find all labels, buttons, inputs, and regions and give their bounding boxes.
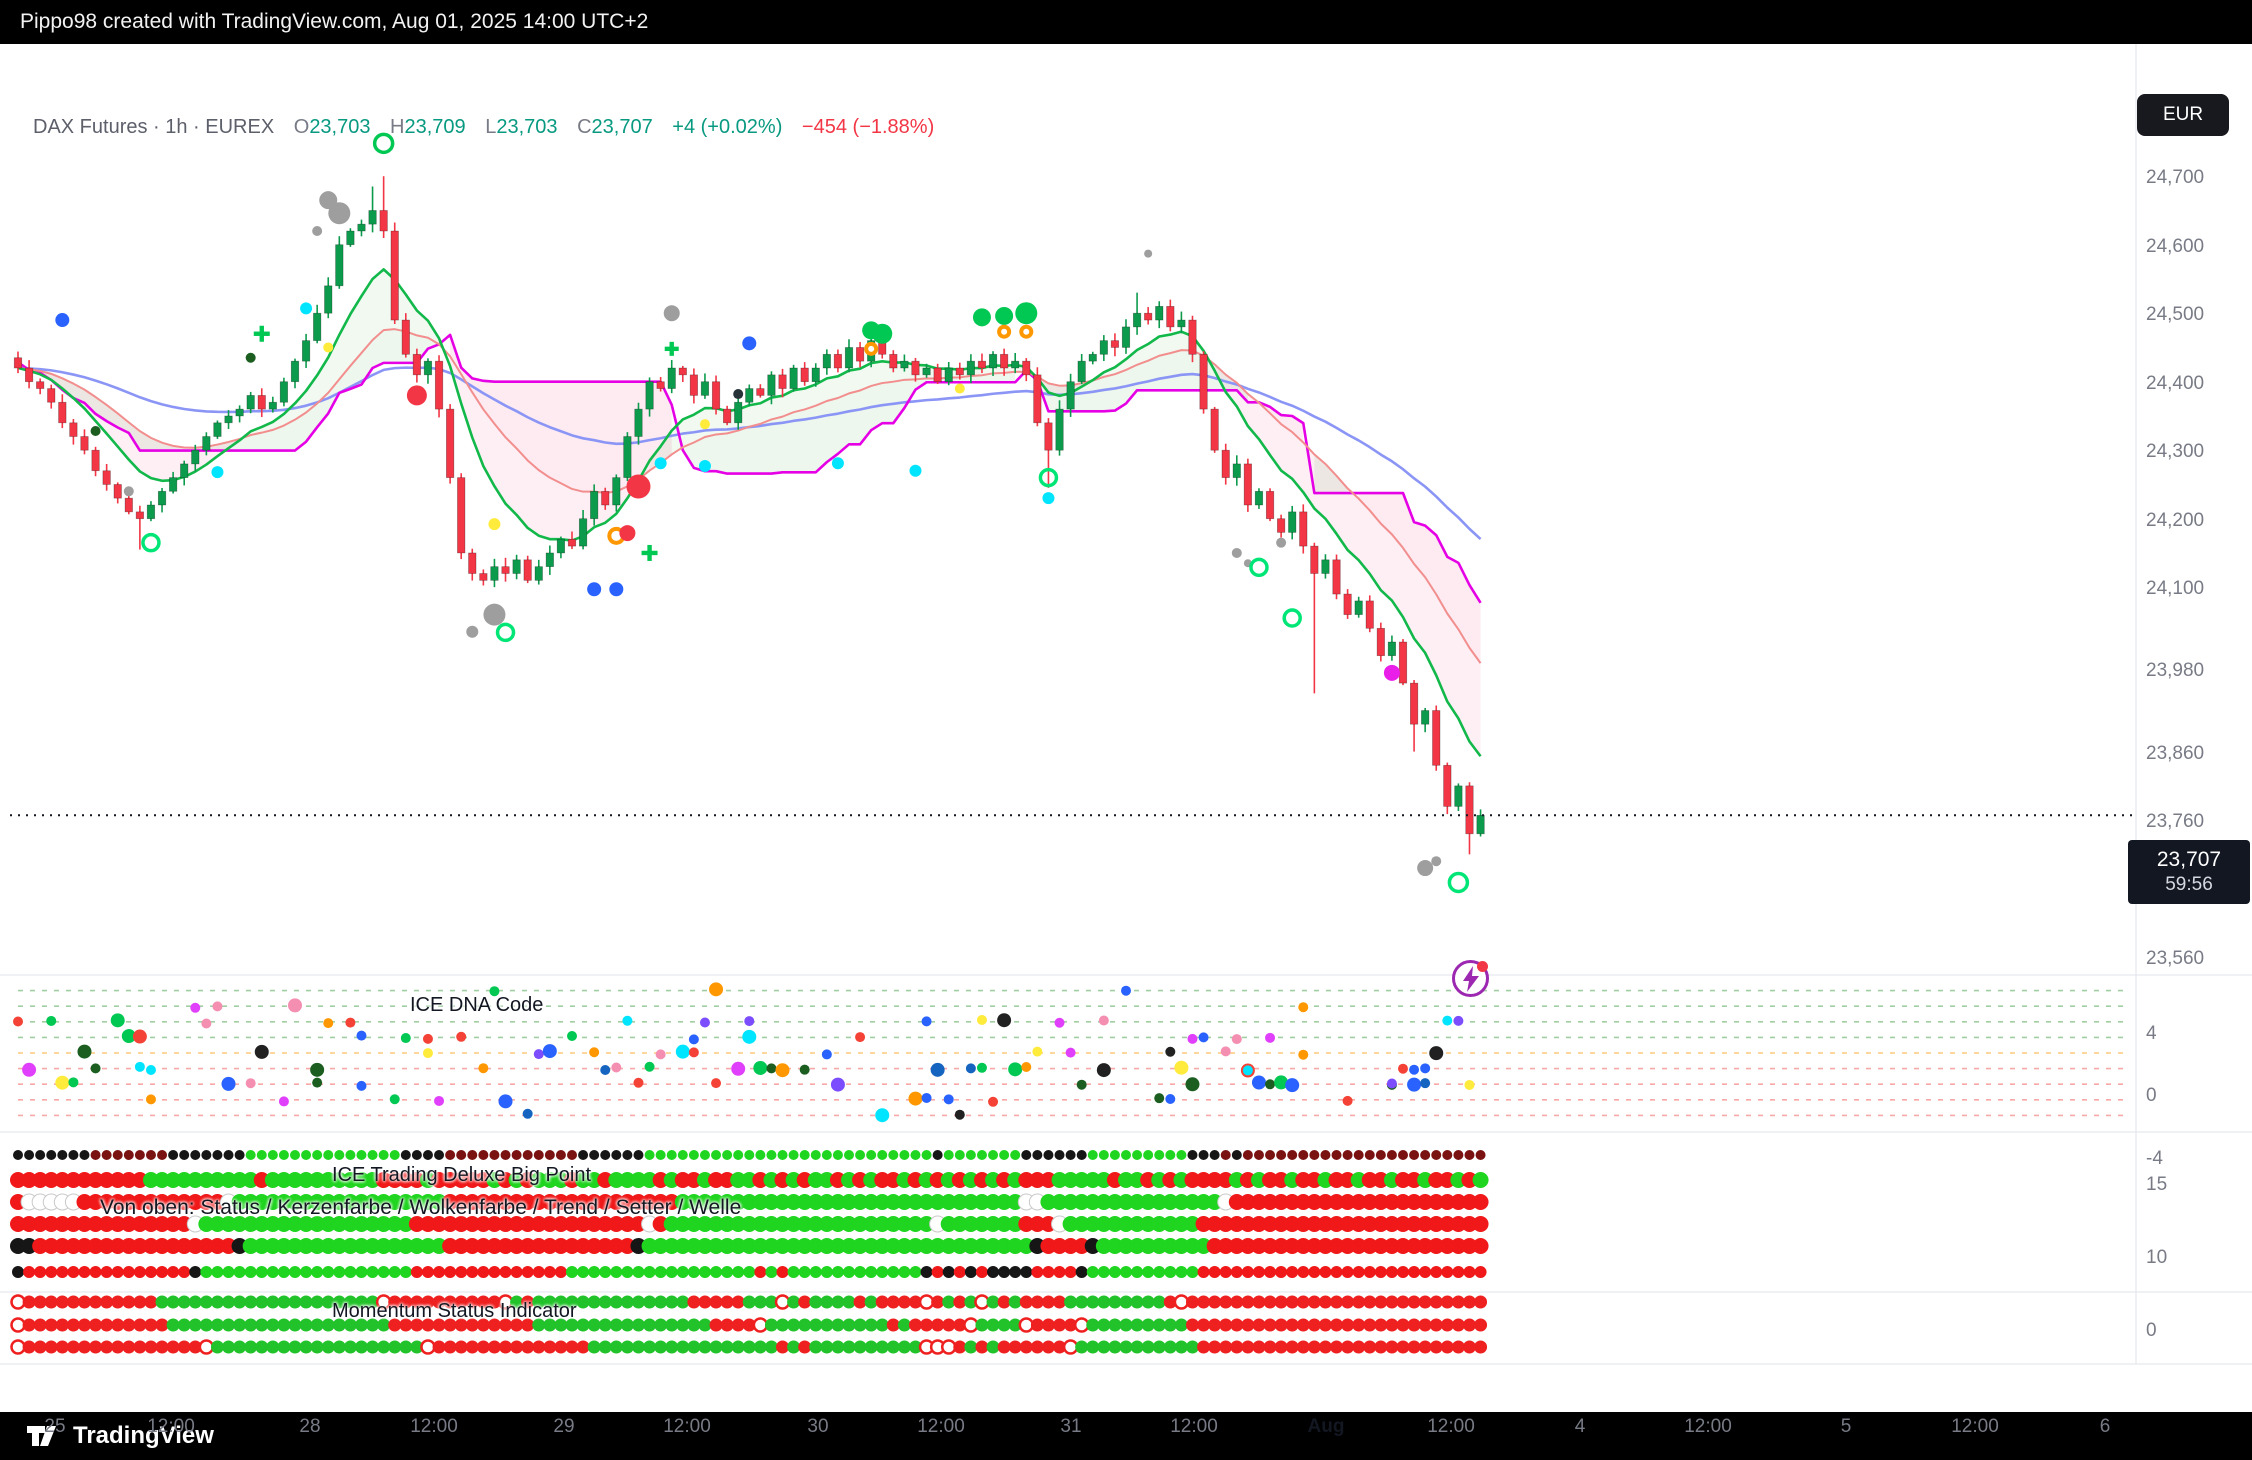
change-value: +4 (+0.02%) xyxy=(672,116,783,138)
currency-label: EUR xyxy=(2162,104,2204,125)
brand-name[interactable]: TradingView xyxy=(73,1422,214,1449)
high-label: H xyxy=(390,116,405,138)
attribution-bar: Pippo98 created with TradingView.com, Au… xyxy=(0,0,2252,44)
high-value: 23,709 xyxy=(404,116,466,138)
session-change-value: −454 (−1.88%) xyxy=(801,116,935,138)
time-axis-label: 31 xyxy=(1060,1416,1082,1437)
dna-axis-label: 4 xyxy=(2146,1023,2157,1044)
time-axis-label: 6 xyxy=(2099,1416,2111,1437)
close-value: 23,707 xyxy=(591,116,653,138)
tradingview-logo-icon xyxy=(27,1426,56,1446)
price-axis-label: 24,500 xyxy=(2146,304,2205,326)
chart-canvas[interactable] xyxy=(0,44,2252,1412)
bigpoint-axis-label: 10 xyxy=(2146,1247,2168,1268)
price-axis-label: 23,760 xyxy=(2146,811,2205,832)
time-axis-label: 12:00 xyxy=(663,1416,711,1437)
time-axis-label: 28 xyxy=(299,1416,321,1437)
close-label: C xyxy=(577,116,592,138)
symbol-title[interactable]: DAX Futures · 1h · EUREX xyxy=(33,116,275,138)
price-axis-label: 24,600 xyxy=(2146,235,2205,257)
low-label: L xyxy=(485,116,497,138)
time-axis-label: 12:00 xyxy=(147,1416,195,1437)
time-axis-label: 12:00 xyxy=(1427,1416,1475,1437)
time-axis-label: 29 xyxy=(553,1416,575,1437)
last-price-value: 23,707 xyxy=(2156,848,2222,871)
open-label: O xyxy=(293,116,310,138)
dna-pane-title[interactable]: ICE DNA Code xyxy=(410,994,544,1016)
dna-axis-label: -4 xyxy=(2146,1148,2163,1169)
time-axis-label: 12:00 xyxy=(1170,1416,1218,1437)
price-axis-label: 24,200 xyxy=(2146,509,2205,531)
bigpoint-axis-label: 15 xyxy=(2146,1174,2168,1195)
price-axis-label: 23,980 xyxy=(2146,660,2205,682)
bigpoint-axis-label: 0 xyxy=(2146,1320,2157,1341)
lightning-glyph xyxy=(1462,965,1479,992)
bigpoint-pane-title[interactable]: ICE Trading Deluxe Big Point xyxy=(332,1164,592,1186)
low-value: 23,703 xyxy=(496,116,558,138)
last-price-badge: 23,707 59:56 xyxy=(2128,840,2250,904)
time-axis-label: Aug xyxy=(1307,1416,1345,1437)
time-axis-label: 12:00 xyxy=(917,1416,965,1437)
notification-dot-icon xyxy=(1477,961,1488,972)
bigpoint-pane-subtitle: Von oben: Status / Kerzenfarbe / Wolkenf… xyxy=(100,1196,742,1219)
price-axis-label: 23,560 xyxy=(2146,948,2205,969)
price-axis-label: 23,860 xyxy=(2146,742,2205,764)
time-axis-label: 12:00 xyxy=(1684,1416,1732,1437)
flash-icon[interactable] xyxy=(1452,960,1489,997)
time-axis-label: 5 xyxy=(1840,1416,1852,1437)
momentum-pane-title[interactable]: Momentum Status Indicator xyxy=(332,1300,577,1322)
bar-countdown: 59:56 xyxy=(2165,874,2213,896)
time-axis-label: 12:00 xyxy=(1951,1416,1999,1437)
time-axis-label: 30 xyxy=(807,1416,829,1437)
chart-area: DAX Futures · 1h · EUREX O23,703 H23,709… xyxy=(0,44,2252,1437)
price-axis-label: 24,100 xyxy=(2146,578,2205,600)
time-axis-label: 25 xyxy=(44,1416,66,1437)
price-axis-label: 24,400 xyxy=(2146,372,2205,394)
brand-bar: TradingView xyxy=(0,1412,2252,1460)
symbol-legend: DAX Futures · 1h · EUREX O23,703 H23,709… xyxy=(33,116,934,139)
time-axis-label: 12:00 xyxy=(410,1416,458,1437)
open-value: 23,703 xyxy=(309,116,371,138)
dna-axis-label: 0 xyxy=(2146,1085,2157,1106)
price-axis-label: 24,700 xyxy=(2146,167,2205,189)
price-axis-label: 24,300 xyxy=(2146,441,2205,463)
attribution-text: Pippo98 created with TradingView.com, Au… xyxy=(20,10,649,33)
currency-button[interactable]: EUR xyxy=(2137,94,2229,136)
time-axis-label: 4 xyxy=(1574,1416,1586,1437)
